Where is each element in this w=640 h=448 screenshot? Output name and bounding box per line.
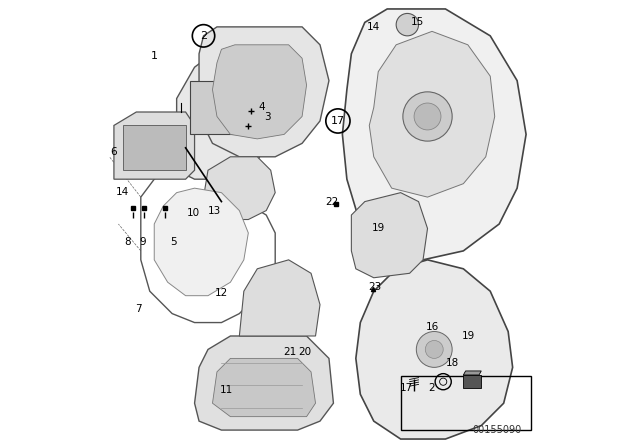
Text: 14: 14: [116, 187, 129, 197]
Polygon shape: [195, 336, 333, 430]
Text: 15: 15: [411, 17, 424, 27]
Bar: [401, 376, 531, 430]
Text: 10: 10: [187, 208, 200, 218]
Text: 22: 22: [326, 198, 339, 207]
Text: 14: 14: [367, 22, 380, 32]
Polygon shape: [177, 54, 275, 179]
Text: 6: 6: [111, 147, 117, 157]
Polygon shape: [351, 193, 428, 278]
Polygon shape: [356, 260, 513, 439]
Text: 19: 19: [462, 331, 476, 341]
Bar: [190, 81, 244, 134]
Text: 9: 9: [140, 237, 147, 247]
Text: 18: 18: [446, 358, 460, 368]
Text: 00155090: 00155090: [472, 425, 522, 435]
Polygon shape: [212, 45, 307, 139]
Polygon shape: [239, 260, 320, 336]
Bar: [123, 125, 186, 170]
Polygon shape: [204, 157, 275, 220]
Text: 2: 2: [428, 383, 435, 393]
Text: 19: 19: [372, 224, 385, 233]
Text: 17: 17: [399, 383, 413, 393]
Text: 4: 4: [259, 102, 265, 112]
Text: 1: 1: [151, 51, 157, 61]
Text: 11: 11: [220, 385, 234, 395]
Circle shape: [417, 332, 452, 367]
Circle shape: [403, 92, 452, 141]
Text: 7: 7: [135, 304, 142, 314]
Polygon shape: [212, 358, 316, 417]
Text: 5: 5: [170, 237, 177, 247]
Polygon shape: [463, 375, 481, 388]
Text: 2: 2: [200, 31, 207, 41]
Text: 23: 23: [369, 282, 381, 292]
Text: 8: 8: [124, 237, 131, 247]
Text: 16: 16: [426, 322, 438, 332]
Polygon shape: [154, 188, 248, 296]
Text: 21: 21: [284, 347, 296, 357]
Circle shape: [414, 103, 441, 130]
Polygon shape: [199, 27, 329, 157]
Polygon shape: [342, 9, 526, 260]
Text: 12: 12: [215, 289, 228, 298]
Circle shape: [426, 340, 444, 358]
Text: 3: 3: [264, 112, 271, 122]
Circle shape: [396, 13, 419, 36]
Text: 17: 17: [331, 116, 345, 126]
Polygon shape: [114, 112, 195, 179]
Text: 13: 13: [208, 206, 221, 215]
Polygon shape: [463, 371, 481, 375]
Text: 20: 20: [298, 347, 311, 357]
Polygon shape: [369, 31, 495, 197]
